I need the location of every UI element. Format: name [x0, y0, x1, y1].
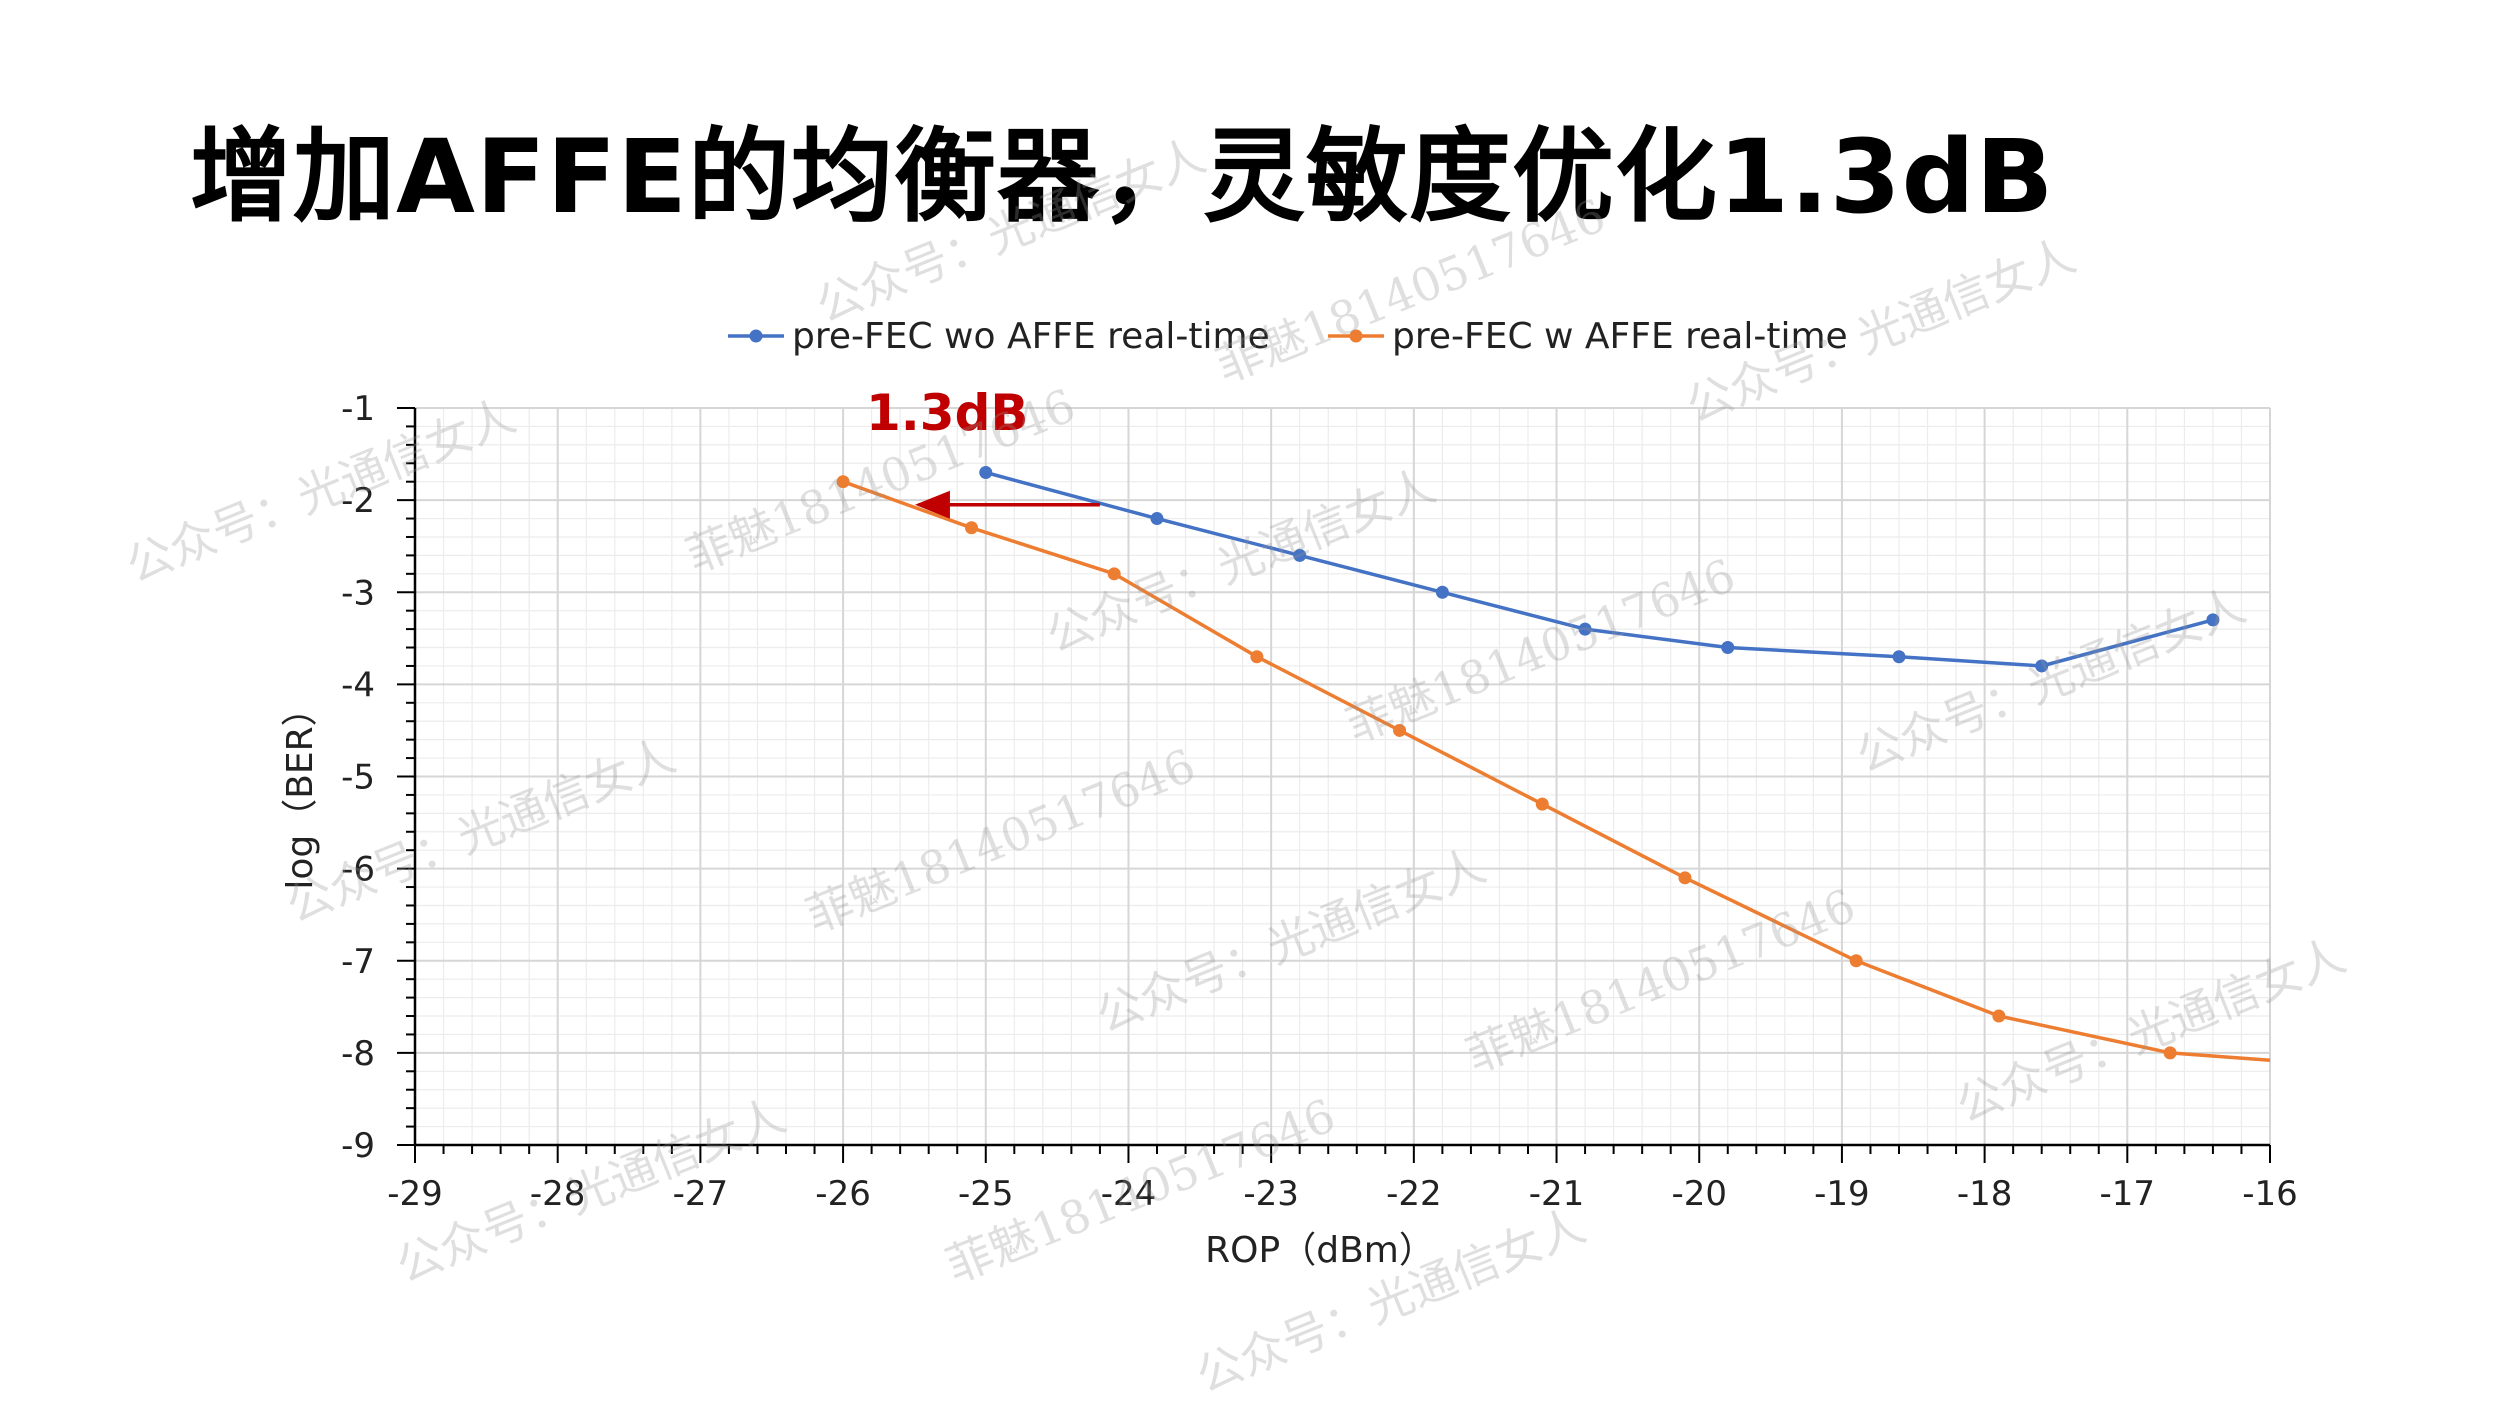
data-point-series-1 — [1293, 548, 1307, 562]
y-tick-label: -9 — [341, 1126, 375, 1166]
y-axis-label: log（BER） — [280, 690, 321, 889]
major-gridlines — [414, 407, 2271, 1146]
x-tick-label: -21 — [1529, 1174, 1585, 1214]
x-tick-label: -16 — [2242, 1174, 2298, 1214]
x-tick-label: -28 — [530, 1174, 586, 1214]
x-tick-label: -25 — [958, 1174, 1014, 1214]
data-point-series-2 — [1992, 1009, 2006, 1023]
data-point-series-1 — [2206, 613, 2220, 627]
y-tick-label: -4 — [341, 665, 375, 705]
data-point-series-1 — [979, 465, 993, 479]
y-tick-label: -8 — [341, 1034, 375, 1074]
x-tick-label: -20 — [1671, 1174, 1727, 1214]
legend-marker-1 — [749, 329, 763, 343]
legend: pre-FEC wo AFFE real-time pre-FEC w AFFE … — [728, 316, 1848, 357]
data-point-series-2 — [965, 521, 978, 535]
data-point-series-1 — [1892, 650, 1906, 664]
annotation-layer: 1.3dB — [866, 384, 1100, 519]
legend-label-1: pre-FEC wo AFFE real-time — [792, 316, 1270, 357]
data-point-series-2 — [836, 475, 850, 489]
y-tick-label: -1 — [341, 389, 375, 429]
data-point-series-1 — [1578, 622, 1592, 636]
y-tick-label: -7 — [341, 942, 375, 982]
y-tick-label: -6 — [341, 850, 375, 890]
x-tick-label: -19 — [1814, 1174, 1870, 1214]
data-point-series-2 — [1393, 723, 1407, 737]
data-point-series-2 — [1250, 650, 1264, 664]
annotation-label: 1.3dB — [866, 384, 1028, 442]
x-tick-label: -24 — [1101, 1174, 1157, 1214]
series-line-1 — [985, 470, 2214, 668]
data-point-series-2 — [1678, 871, 1692, 885]
y-tick-label: -5 — [341, 758, 375, 798]
data-point-series-2 — [1535, 797, 1549, 811]
axes: -29 -28 -27 -26 -25 -24 -23 -22 -21 -20 -19 -18 -17 -… — [341, 389, 2298, 1214]
data-point-series-2 — [1849, 954, 1863, 968]
legend-label-2: pre-FEC w AFFE real-time — [1392, 316, 1848, 357]
slide-title: 增加AFFE的均衡器，灵敏度优化1.3dB — [190, 118, 2055, 237]
legend-marker-2 — [1349, 329, 1363, 343]
y-tick-label: -3 — [341, 573, 375, 613]
data-point-series-1 — [1721, 641, 1735, 655]
x-tick-label: -18 — [1957, 1174, 2013, 1214]
x-tick-label: -17 — [2100, 1174, 2156, 1214]
series-layer — [836, 465, 2271, 1062]
data-point-series-1 — [1435, 585, 1449, 599]
x-tick-label: -27 — [673, 1174, 729, 1214]
x-tick-label: -23 — [1243, 1174, 1299, 1214]
data-point-series-1 — [1150, 512, 1164, 526]
data-point-series-1 — [2035, 659, 2049, 673]
data-point-series-2 — [1107, 567, 1121, 581]
x-tick-label: -22 — [1386, 1174, 1442, 1214]
x-axis-label: ROP（dBm） — [1205, 1230, 1435, 1271]
x-tick-label: -29 — [387, 1174, 443, 1214]
y-tick-label: -2 — [341, 481, 375, 521]
x-tick-label: -26 — [815, 1174, 871, 1214]
data-point-series-2 — [2163, 1046, 2177, 1060]
